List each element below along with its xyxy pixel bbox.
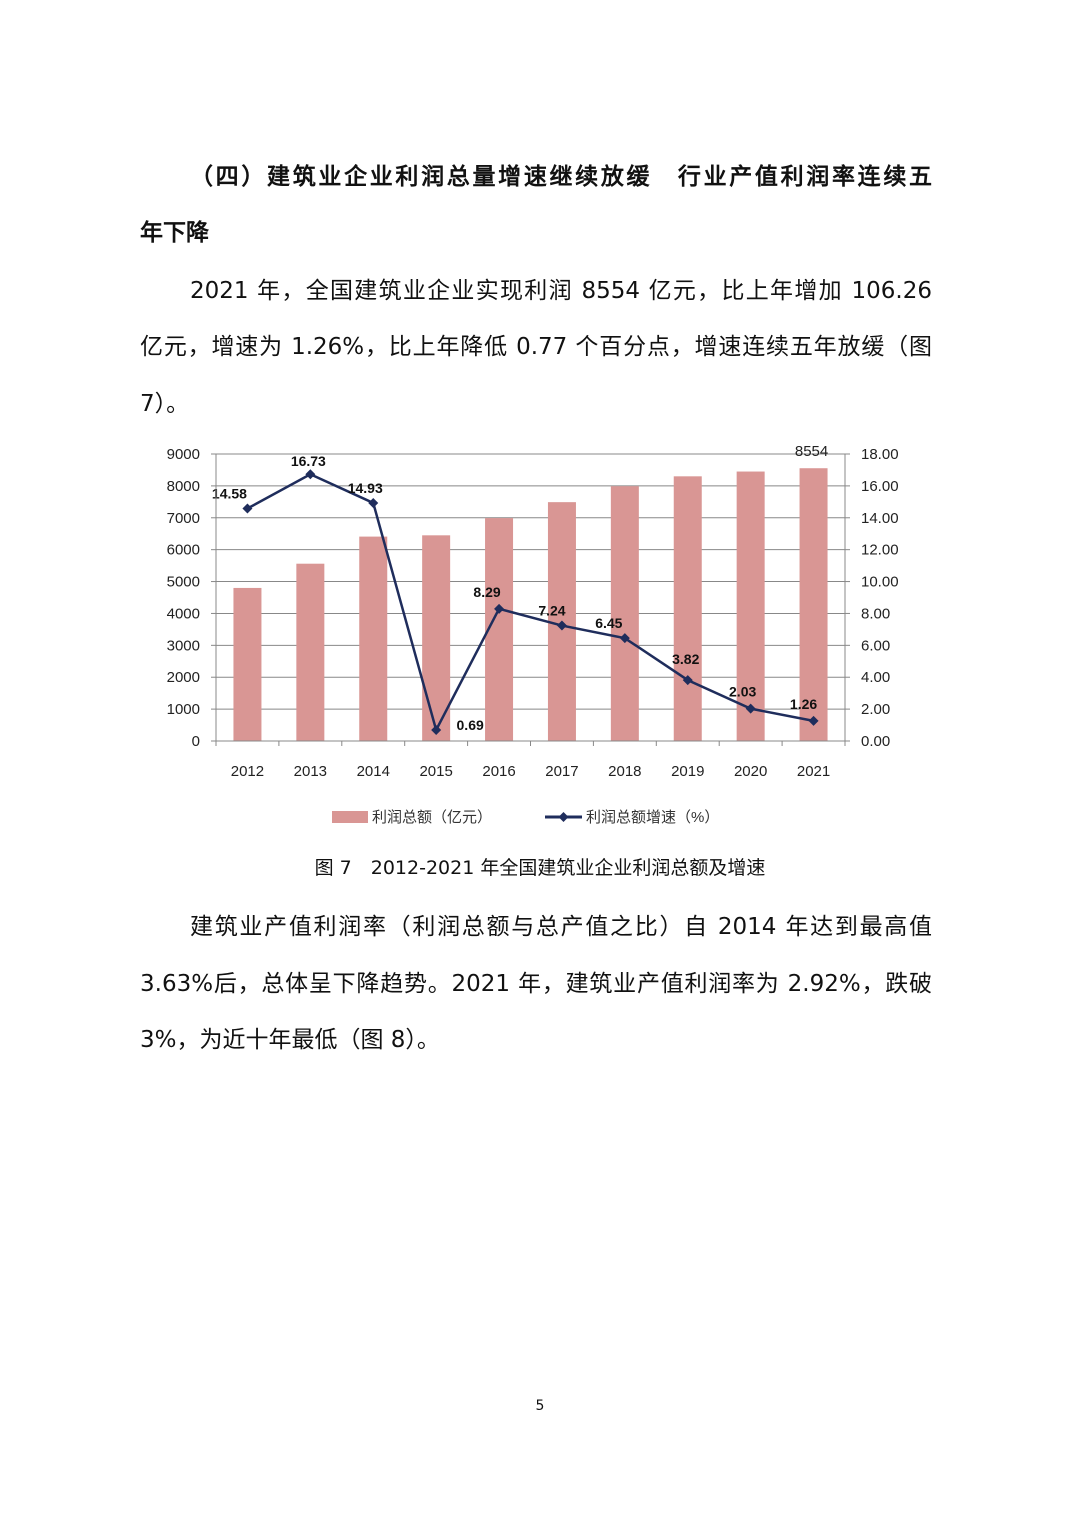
x-axis-tick-label: 2020 xyxy=(734,763,767,780)
profit-chart: 8554 14.58 16.73 14.93 0.69 8.29 7.24 6.45 3.82… xyxy=(167,443,899,826)
growth-marker-2021 xyxy=(808,715,819,726)
left-axis-tick-label: 1000 xyxy=(167,701,200,718)
paragraph-2-line-1: 建筑业产值利润率（利润总额与总产值之比）自 2014 年达到最高值 xyxy=(190,914,932,940)
growth-data-label: 14.58 xyxy=(212,486,247,502)
right-axis-tick-label: 4.00 xyxy=(861,669,890,686)
bar-2019 xyxy=(673,476,702,741)
legend-label-line: 利润总额增速（%） xyxy=(586,809,719,826)
paragraph-2-line-2: 3.63%后，总体呈下降趋势。2021 年，建筑业产值利润率为 2.92%，跌破 xyxy=(140,971,932,997)
growth-marker-2019 xyxy=(682,675,693,686)
bar-2020 xyxy=(736,471,765,741)
section-heading-line-2: 年下降 xyxy=(140,220,209,246)
growth-marker-2012 xyxy=(242,503,253,514)
section-heading-line-1: （四）建筑业企业利润总量增速继续放缓 行业产值利润率连续五 xyxy=(190,164,932,190)
paragraph-1-line-2: 亿元，增速为 1.26%，比上年降低 0.77 个百分点，增速连续五年放缓（图 xyxy=(140,334,932,360)
growth-marker-2018 xyxy=(619,633,630,644)
bar-2016 xyxy=(485,518,514,741)
right-axis-tick-label: 18.00 xyxy=(861,446,899,463)
bar-2021 xyxy=(799,468,828,741)
x-axis-tick-label: 2015 xyxy=(419,763,452,780)
bar-2015 xyxy=(422,535,451,741)
right-axis-tick-label: 0.00 xyxy=(861,733,890,750)
right-axis-tick-label: 12.00 xyxy=(861,542,899,559)
growth-marker-2015 xyxy=(431,724,442,735)
growth-data-label: 3.82 xyxy=(672,651,699,667)
growth-data-label: 2.03 xyxy=(729,684,756,700)
growth-marker-2020 xyxy=(745,703,756,714)
x-axis-tick-label: 2019 xyxy=(671,763,704,780)
right-axis-tick-label: 6.00 xyxy=(861,637,890,654)
growth-data-label: 1.26 xyxy=(790,696,817,712)
growth-marker-2017 xyxy=(556,620,567,631)
legend-label-bar: 利润总额（亿元） xyxy=(372,809,492,826)
growth-data-label: 14.93 xyxy=(348,480,383,496)
x-axis-tick-label: 2014 xyxy=(357,763,390,780)
left-axis-tick-label: 3000 xyxy=(167,637,200,654)
figure-caption: 图 7 2012-2021 年全国建筑业企业利润总额及增速 xyxy=(314,857,766,879)
growth-data-label: 0.69 xyxy=(457,717,484,733)
x-axis-tick-label: 2013 xyxy=(294,763,327,780)
x-axis-tick-label: 2012 xyxy=(231,763,264,780)
growth-marker-2016 xyxy=(494,603,505,614)
growth-line: 14.58 16.73 14.93 0.69 8.29 7.24 6.45 3.82 2.03 1… xyxy=(212,453,819,735)
right-axis-tick-label: 10.00 xyxy=(861,574,899,591)
x-axis-tick-label: 2021 xyxy=(797,763,830,780)
bar-2018 xyxy=(610,486,639,741)
growth-data-label: 6.45 xyxy=(595,615,622,631)
legend-marker-diamond xyxy=(558,812,569,822)
left-axis-tick-label: 0 xyxy=(192,733,200,750)
legend-swatch-bar xyxy=(332,811,368,823)
right-axis-tick-label: 2.00 xyxy=(861,701,890,718)
left-axis-tick-label: 2000 xyxy=(167,669,200,686)
bar-2013 xyxy=(296,563,325,741)
right-axis-tick-label: 14.00 xyxy=(861,510,899,527)
left-axis-tick-label: 8000 xyxy=(167,478,200,495)
bar-data-label: 8554 xyxy=(795,443,828,460)
axes: 0 1000 2000 3000 4000 5000 6000 7000 8000 9000 0.0… xyxy=(167,446,899,780)
x-axis-tick-label: 2016 xyxy=(482,763,515,780)
legend: 利润总额（亿元） 利润总额增速（%） xyxy=(332,809,719,826)
growth-data-label: 16.73 xyxy=(291,453,326,469)
left-axis-tick-label: 7000 xyxy=(167,510,200,527)
x-axis-tick-label: 2017 xyxy=(545,763,578,780)
growth-data-label: 7.24 xyxy=(538,603,565,619)
left-axis-tick-label: 4000 xyxy=(167,605,200,622)
growth-marker-2014 xyxy=(368,497,379,508)
bar-2012 xyxy=(233,587,262,741)
bars: 8554 xyxy=(233,443,828,741)
paragraph-1-line-1: 2021 年，全国建筑业企业实现利润 8554 亿元，比上年增加 106.26 xyxy=(190,278,932,304)
page-number: 5 xyxy=(535,1398,545,1414)
growth-line-path xyxy=(246,472,814,734)
x-axis-tick-label: 2018 xyxy=(608,763,641,780)
right-axis-tick-label: 16.00 xyxy=(861,478,899,495)
paragraph-2-line-3: 3%，为近十年最低（图 8）。 xyxy=(140,1027,440,1053)
growth-marker-2013 xyxy=(305,469,316,480)
left-axis-tick-label: 5000 xyxy=(167,574,200,591)
paragraph-1-line-3: 7）。 xyxy=(140,391,190,417)
left-axis-tick-label: 6000 xyxy=(167,542,200,559)
left-axis-tick-label: 9000 xyxy=(167,446,200,463)
right-axis-tick-label: 8.00 xyxy=(861,605,890,622)
bar-2014 xyxy=(359,536,388,741)
growth-data-label: 8.29 xyxy=(473,584,500,600)
